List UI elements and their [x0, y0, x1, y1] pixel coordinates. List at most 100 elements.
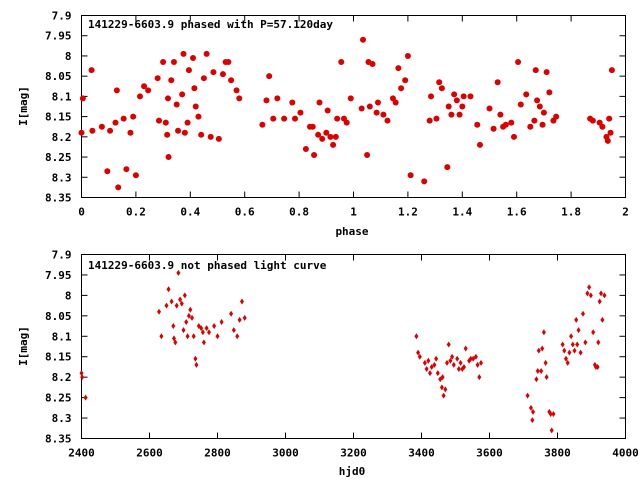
- data-point: [446, 341, 451, 348]
- x-tick-label: 3200: [340, 447, 367, 460]
- data-point: [156, 117, 163, 124]
- data-point: [107, 127, 114, 134]
- data-point: [444, 164, 451, 171]
- data-point: [510, 133, 517, 140]
- data-point: [185, 333, 190, 340]
- data-point: [191, 85, 198, 92]
- data-point: [360, 36, 367, 43]
- data-point: [176, 269, 181, 276]
- data-points: [78, 36, 615, 191]
- x-axis: 2400 2600 2800 3000 3200 3400 3600 3800 4000: [68, 254, 639, 460]
- y-tick-label: 7.9: [52, 249, 72, 262]
- data-point: [179, 91, 186, 98]
- y-tick-label: 8: [65, 50, 72, 63]
- data-point: [536, 347, 541, 354]
- x-tick-label: 2600: [136, 447, 163, 460]
- data-point: [536, 103, 543, 110]
- data-point: [236, 95, 243, 102]
- x-tick-label: 1.2: [398, 206, 418, 219]
- y-tick-label: 8.1: [52, 90, 72, 103]
- data-point: [532, 67, 539, 74]
- data-point: [384, 117, 391, 124]
- data-point: [194, 361, 199, 368]
- data-point: [422, 359, 427, 366]
- data-point: [459, 103, 466, 110]
- data-point: [560, 341, 565, 348]
- data-point: [228, 77, 235, 84]
- data-point: [458, 359, 463, 366]
- data-point: [127, 129, 134, 136]
- data-point: [548, 410, 553, 417]
- data-point: [237, 316, 242, 323]
- data-point: [474, 121, 481, 128]
- data-point: [587, 284, 592, 291]
- chart-title: 141229-6603.9 phased with P=57.120day: [88, 18, 333, 31]
- y-axis-title: I[mag]: [17, 326, 30, 366]
- data-point: [608, 67, 615, 74]
- data-point: [508, 119, 515, 126]
- data-point: [180, 50, 187, 57]
- data-point: [468, 355, 473, 362]
- data-point: [207, 133, 214, 140]
- y-axis: 7.9 7.95 8 8.05 8.1 8.15 8.2 8.25 8.3 8.35: [45, 10, 626, 205]
- data-point: [366, 103, 373, 110]
- y-tick-label: 8.05: [45, 70, 72, 83]
- data-point: [517, 101, 524, 108]
- data-point: [358, 105, 365, 112]
- y-tick-label: 8.1: [52, 330, 72, 343]
- data-point: [200, 75, 207, 82]
- data-point: [534, 376, 539, 383]
- plot-frame: [81, 15, 626, 198]
- data-point: [191, 333, 196, 340]
- data-point: [319, 135, 326, 142]
- data-point: [316, 99, 323, 106]
- data-point: [421, 178, 428, 185]
- data-point: [562, 347, 567, 354]
- data-point: [428, 370, 432, 377]
- data-point: [175, 127, 182, 134]
- data-point: [169, 298, 174, 305]
- data-point: [527, 123, 534, 130]
- data-points: [79, 269, 607, 434]
- data-point: [98, 123, 105, 130]
- data-point: [190, 314, 194, 321]
- data-point: [473, 353, 478, 360]
- data-point: [165, 154, 172, 161]
- data-point: [434, 355, 439, 362]
- data-point: [104, 168, 111, 175]
- data-point: [332, 133, 339, 140]
- data-point: [445, 359, 449, 366]
- y-tick-label: 8.25: [45, 392, 72, 405]
- data-point: [392, 99, 399, 106]
- data-point: [324, 107, 331, 114]
- data-point: [338, 59, 345, 66]
- data-point: [589, 117, 596, 124]
- y-tick-label: 8.25: [45, 151, 72, 164]
- data-point: [225, 59, 232, 66]
- data-point: [462, 363, 466, 370]
- data-point: [380, 111, 387, 118]
- x-tick-label: 0.6: [235, 206, 255, 219]
- data-point: [544, 374, 549, 381]
- data-point: [190, 54, 197, 61]
- y-tick-label: 8.05: [45, 310, 72, 323]
- data-point: [424, 365, 429, 372]
- data-point: [438, 85, 445, 92]
- data-point: [136, 93, 143, 100]
- x-axis: 0 0.2 0.4 0.6 0.8 1 1.2 1.4 1.6 1.8 2: [78, 15, 629, 219]
- data-point: [168, 77, 175, 84]
- data-point: [591, 329, 596, 336]
- data-point: [451, 361, 456, 368]
- data-point: [79, 95, 86, 102]
- data-point: [174, 302, 179, 309]
- y-axis-title: I[mag]: [17, 86, 30, 126]
- x-axis-title: phase: [335, 225, 368, 238]
- data-point: [539, 121, 546, 128]
- y-axis: 7.9 7.95 8 8.05 8.1 8.15 8.2 8.25 8.3 8.35: [45, 249, 626, 446]
- data-point: [476, 141, 483, 148]
- data-point: [565, 359, 570, 366]
- data-point: [215, 333, 220, 340]
- data-point: [178, 296, 183, 303]
- data-point: [170, 59, 177, 66]
- data-point: [479, 359, 483, 366]
